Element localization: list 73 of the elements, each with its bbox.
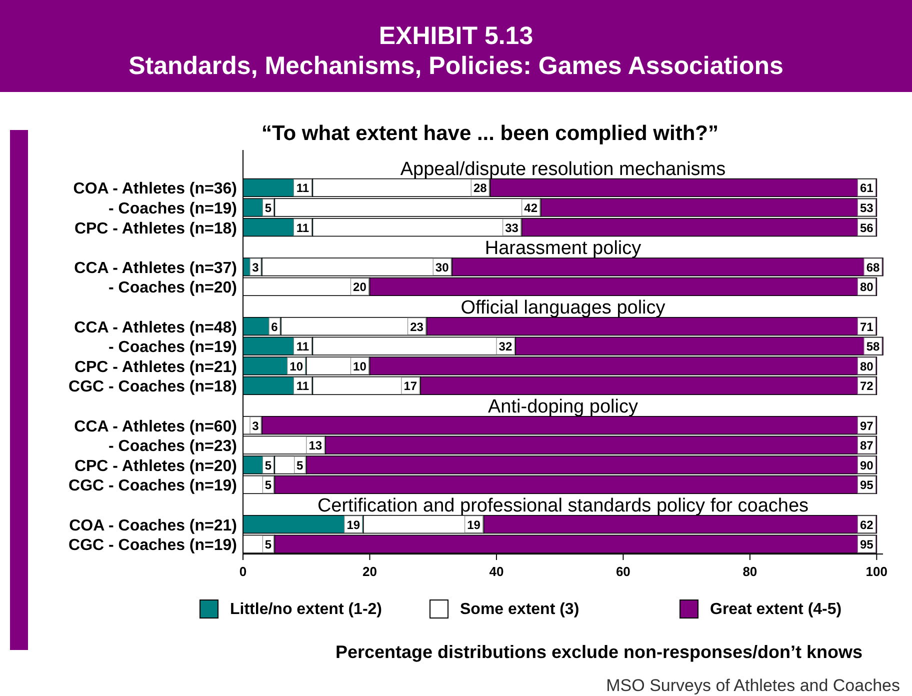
data-label: 10 [353, 359, 367, 374]
y-tick-label: COA - Coaches (n=21) [69, 517, 237, 534]
x-tick-label: 80 [742, 564, 758, 579]
y-tick-label: - Coaches (n=23) [108, 438, 237, 456]
y-tick-label: CPC - Athletes (n=18) [74, 220, 237, 238]
data-label: 11 [296, 379, 310, 394]
y-tick-label: - Coaches (n=19) [108, 200, 237, 218]
data-label: 5 [264, 538, 272, 552]
x-tick-label: 0 [239, 564, 247, 579]
data-label: 28 [473, 181, 488, 196]
data-label: 56 [860, 220, 874, 235]
data-label: 5 [264, 201, 272, 215]
y-tick-label: CCA - Athletes (n=60) [74, 418, 237, 436]
data-label: 3 [252, 260, 260, 274]
x-tick-label: 40 [489, 564, 504, 579]
data-label: 68 [866, 260, 880, 274]
data-label: 80 [860, 280, 874, 294]
y-tick-label: CGC - Coaches (n=19) [68, 478, 237, 495]
y-tick-label: - Coaches (n=19) [108, 339, 237, 356]
chart-subtitle: “To what extent have ... been complied with?” [261, 122, 719, 145]
annotation: Official languages policy [460, 298, 666, 318]
y-tick-label: CPC - Athletes (n=20) [74, 458, 237, 475]
data-label: 17 [404, 379, 418, 394]
data-label: 87 [860, 438, 874, 453]
data-label: 61 [860, 181, 874, 196]
x-tick-label: 100 [866, 564, 888, 579]
data-label: 10 [290, 359, 304, 374]
data-label: 30 [435, 260, 450, 274]
y-tick-label: - Coaches (n=20) [108, 280, 237, 297]
data-label: 19 [467, 518, 481, 532]
data-label: 95 [860, 478, 874, 492]
data-label: 80 [860, 359, 874, 374]
data-label: 97 [860, 418, 874, 433]
annotation: Anti-doping policy [488, 396, 638, 418]
y-tick-label: CGC - Coaches (n=19) [68, 537, 237, 554]
data-label: 11 [296, 340, 310, 354]
data-label: 23 [410, 320, 424, 334]
chart-title: EXHIBIT 5.13 Standards, Mechanisms, Policies: Games Associations [128, 22, 784, 80]
data-label: 62 [860, 518, 874, 532]
data-label: 20 [353, 280, 367, 294]
data-label: 32 [498, 340, 512, 354]
annotation: Harassment policy [484, 238, 642, 260]
y-tick-label: CPC - Athletes (n=21) [74, 358, 237, 376]
y-tick-label: CCA - Athletes (n=48) [74, 319, 237, 336]
data-label: 5 [264, 478, 272, 492]
text: MSO Surveys of Athletes and Coaches [606, 676, 900, 695]
data-label: 11 [296, 220, 310, 235]
legend-label: Great extent (4-5) [710, 601, 842, 618]
y-tick-label: COA - Athletes (n=36) [73, 180, 237, 198]
legend-label: Little/no extent (1-2) [230, 601, 382, 618]
data-label: 42 [524, 201, 538, 215]
data-label: 53 [860, 201, 874, 215]
data-label: 6 [271, 320, 278, 334]
data-label: 11 [296, 181, 310, 196]
x-tick-label: 60 [616, 564, 630, 579]
annotation: Certification and professional standards policy for coaches [317, 496, 809, 516]
data-label: 90 [860, 458, 874, 472]
data-label: 71 [860, 320, 874, 334]
text: Percentage distributions exclude non-responses/don’t knows [335, 642, 863, 662]
y-tick-label: CGC - Coaches (n=18) [68, 378, 237, 396]
data-label: 95 [860, 538, 874, 552]
y-tick-label: CCA - Athletes (n=37) [74, 260, 237, 277]
data-label: 5 [264, 458, 272, 472]
x-tick-label: 20 [362, 564, 377, 579]
data-label: 58 [866, 340, 880, 354]
annotation: Appeal/dispute resolution mechanisms [400, 158, 726, 180]
legend-label: Some extent (3) [460, 601, 580, 618]
data-label: 19 [346, 518, 360, 532]
data-label: 72 [860, 379, 874, 394]
data-label: 33 [505, 220, 519, 235]
data-label: 13 [308, 438, 322, 453]
data-label: 3 [252, 418, 260, 433]
data-label: 5 [296, 458, 304, 472]
